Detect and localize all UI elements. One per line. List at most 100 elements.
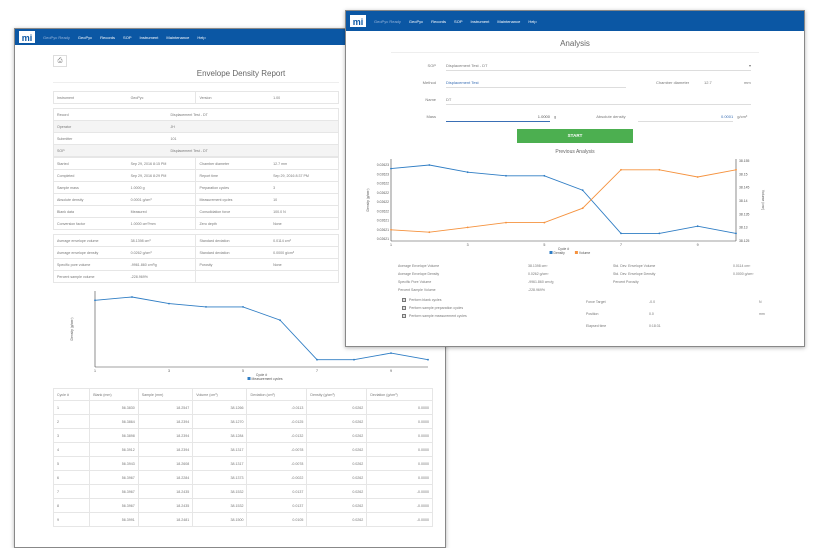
- y-tick-label: 0.02623: [377, 172, 389, 176]
- print-button[interactable]: ⎙: [53, 55, 67, 67]
- name-field[interactable]: DT: [446, 95, 751, 105]
- y-tick-label: 0.02621: [377, 219, 389, 223]
- cycles-table: Cycle # Blank (mm) Sample (mm) Volume (cm³)…: [52, 388, 433, 527]
- table-cell: -0.0022: [246, 470, 308, 485]
- table-cell: Conversion factor: [53, 217, 128, 230]
- table-row: Completed Sep 29, 2016 8:29 PM Report time…: [53, 169, 339, 182]
- nav-instrument[interactable]: Instrument: [470, 18, 490, 24]
- printer-icon: ⎙: [57, 58, 63, 64]
- nav-help[interactable]: Help: [197, 34, 206, 40]
- data-point: [620, 232, 622, 235]
- table-cell: 38.1284: [192, 428, 248, 443]
- table-cell: Standard deviation: [195, 234, 271, 247]
- series-line-volume: [390, 169, 737, 233]
- table-cell: 4: [52, 442, 91, 457]
- x-axis-label: Cycle #: [256, 373, 267, 377]
- table-cell: 18.2394: [137, 414, 194, 429]
- nav-maintenance[interactable]: Maintenance: [497, 18, 521, 24]
- check-measure[interactable]: Perform sample measurement cycles: [346, 312, 586, 320]
- table-cell: 9: [52, 512, 91, 527]
- stat-cell: [613, 288, 733, 292]
- checkbox-checked[interactable]: [402, 306, 406, 310]
- table-cell: Instrument: [53, 91, 128, 104]
- legend-swatch: [574, 251, 578, 254]
- stat-cell: Specific Pore Volume: [398, 280, 432, 284]
- table-cell: 56.3967: [89, 484, 139, 499]
- stat-cell: Std. Dev. Envelope Volume: [613, 264, 656, 268]
- instrument-table: Instrument GeoPyc Version 1.00: [53, 91, 339, 104]
- elapsed-value: 0:18:31: [649, 324, 661, 328]
- abs-density-field[interactable]: 0.0001: [638, 112, 734, 122]
- y-tick-label: 0.02622: [377, 182, 389, 186]
- check-label: Perform blank cycles: [409, 298, 442, 302]
- table-row: 7 56.3967 18.2435 38.1532 0.0137 0.0262 -0.000…: [52, 484, 433, 499]
- data-point: [735, 168, 737, 171]
- table-cell: Zero depth: [195, 217, 271, 230]
- force-value: -0.0: [649, 300, 656, 304]
- check-blank[interactable]: Perform blank cycles: [346, 296, 586, 304]
- nav-instrument[interactable]: Instrument: [139, 34, 159, 40]
- status-ready: GeoPyc Ready: [43, 34, 70, 40]
- table-cell: 38.1500: [192, 512, 248, 527]
- mass-field[interactable]: 1.0000: [446, 112, 550, 122]
- check-prep[interactable]: Perform sample preparation cycles: [346, 304, 586, 312]
- table-cell: 0.0262: [306, 484, 368, 499]
- table-cell: 18.2547: [137, 400, 194, 415]
- table-row: Sample mass 1.0000 g Preparation cycles 3: [53, 181, 339, 194]
- table-row: Average envelope volume 38.1398 cm³ Standa…: [53, 234, 339, 247]
- table-cell: 12.7 mm: [270, 157, 339, 170]
- stat-cell: Std. Dev. Envelope Density: [613, 272, 656, 276]
- analysis-window: mi GeoPyc Ready GeoPyc Records SOP Instr…: [345, 10, 805, 347]
- table-cell: -0.0125: [246, 414, 308, 429]
- table-cell: Chamber diameter: [195, 157, 271, 170]
- table-cell: 1.00: [270, 91, 339, 104]
- data-point: [696, 176, 699, 178]
- column-header: Blank (mm): [89, 388, 139, 401]
- table-cell: 18.2394: [137, 442, 194, 457]
- mi-logo: mi: [19, 31, 35, 43]
- x-tick-label: 7: [316, 369, 318, 373]
- table-cell: Average envelope density: [53, 246, 128, 259]
- nav-geopyc[interactable]: GeoPyc: [77, 34, 93, 40]
- table-cell: Sample mass: [53, 181, 128, 194]
- table-cell: Percent sample volume: [53, 270, 128, 283]
- stat-cell: -9961.860 cm³/g: [528, 280, 554, 284]
- nav-maintenance[interactable]: Maintenance: [166, 34, 190, 40]
- data-point: [390, 352, 392, 354]
- status-ready: GeoPyc Ready: [374, 18, 401, 24]
- table-cell: Absolute density: [53, 193, 128, 206]
- chamber-value: 12.7: [704, 80, 712, 85]
- nav-sop[interactable]: SOP: [454, 18, 463, 24]
- x-tick-label: 9: [697, 243, 699, 247]
- data-point: [428, 231, 431, 234]
- nav-records[interactable]: Records: [431, 18, 447, 24]
- table-cell: 3: [52, 428, 91, 443]
- table-cell: 0.0001 g/cm³: [127, 193, 196, 206]
- nav-geopyc[interactable]: GeoPyc: [408, 18, 424, 24]
- nav-records[interactable]: Records: [100, 34, 116, 40]
- checkbox-checked[interactable]: [402, 298, 406, 302]
- nav-help[interactable]: Help: [528, 18, 537, 24]
- table-row: 8 56.3967 18.2435 38.1532 0.0137 0.0262 -0.000…: [52, 498, 433, 513]
- table-cell: 18.2284: [137, 470, 194, 485]
- sop-select[interactable]: Displacement Test - DT ▾: [446, 61, 751, 71]
- table-row: Absolute density 0.0001 g/cm³ Measurement …: [53, 193, 339, 206]
- table-cell: -0.0132: [246, 428, 308, 443]
- data-point: [658, 232, 661, 235]
- table-cell: 18.2394: [137, 428, 194, 443]
- x-tick-label: 3: [168, 369, 170, 373]
- table-cell: 0.0000 g/cm³: [270, 246, 339, 259]
- data-point: [353, 358, 355, 361]
- legend-swatch: [247, 377, 251, 380]
- method-field[interactable]: Displacement Test: [446, 78, 626, 88]
- y-tick-label: 0.02622: [377, 200, 389, 204]
- start-button[interactable]: START: [517, 129, 633, 143]
- data-point: [428, 164, 431, 166]
- table-row: Blank data Measured Consolidation force 100…: [53, 205, 339, 218]
- data-point: [390, 228, 392, 231]
- table-cell: 0.0262: [306, 470, 368, 485]
- checkbox-checked[interactable]: [402, 314, 406, 318]
- table-cell: 38.1317: [192, 442, 248, 457]
- table-cell: Displacement Test - DT: [167, 108, 339, 121]
- nav-sop[interactable]: SOP: [123, 34, 132, 40]
